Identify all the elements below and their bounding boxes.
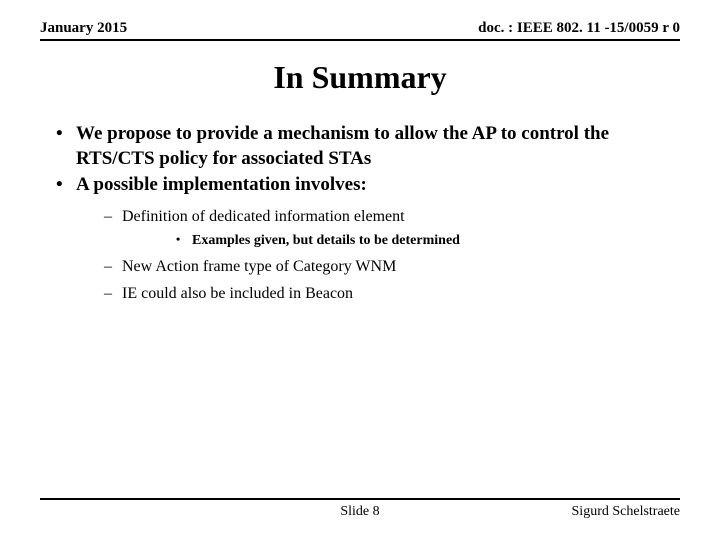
header-docref: doc. : IEEE 802. 11 -15/0059 r 0 <box>478 20 680 37</box>
bullet-item: We propose to provide a mechanism to all… <box>48 122 680 171</box>
sub-bullet-text: Definition of dedicated information elem… <box>122 208 405 225</box>
sub-sub-bullet-list: Examples given, but details to be determ… <box>122 232 680 250</box>
sub-bullet-list: Definition of dedicated information elem… <box>76 206 680 305</box>
slide-header: January 2015 doc. : IEEE 802. 11 -15/005… <box>40 20 680 41</box>
sub-sub-bullet-item: Examples given, but details to be determ… <box>122 232 680 250</box>
slide-footer: . Slide 8 Sigurd Schelstraete <box>40 498 680 520</box>
footer-author: Sigurd Schelstraete <box>572 504 680 520</box>
bullet-item: A possible implementation involves: Defi… <box>48 173 680 305</box>
footer-slide-number: Slide 8 <box>340 504 379 520</box>
slide: January 2015 doc. : IEEE 802. 11 -15/005… <box>0 0 720 540</box>
slide-content: We propose to provide a mechanism to all… <box>40 122 680 520</box>
sub-bullet-item: IE could also be included in Beacon <box>76 283 680 305</box>
header-date: January 2015 <box>40 20 127 37</box>
bullet-list: We propose to provide a mechanism to all… <box>48 122 680 305</box>
slide-title: In Summary <box>40 59 680 96</box>
sub-bullet-item: New Action frame type of Category WNM <box>76 256 680 278</box>
sub-bullet-item: Definition of dedicated information elem… <box>76 206 680 250</box>
bullet-text: A possible implementation involves: <box>76 174 367 195</box>
